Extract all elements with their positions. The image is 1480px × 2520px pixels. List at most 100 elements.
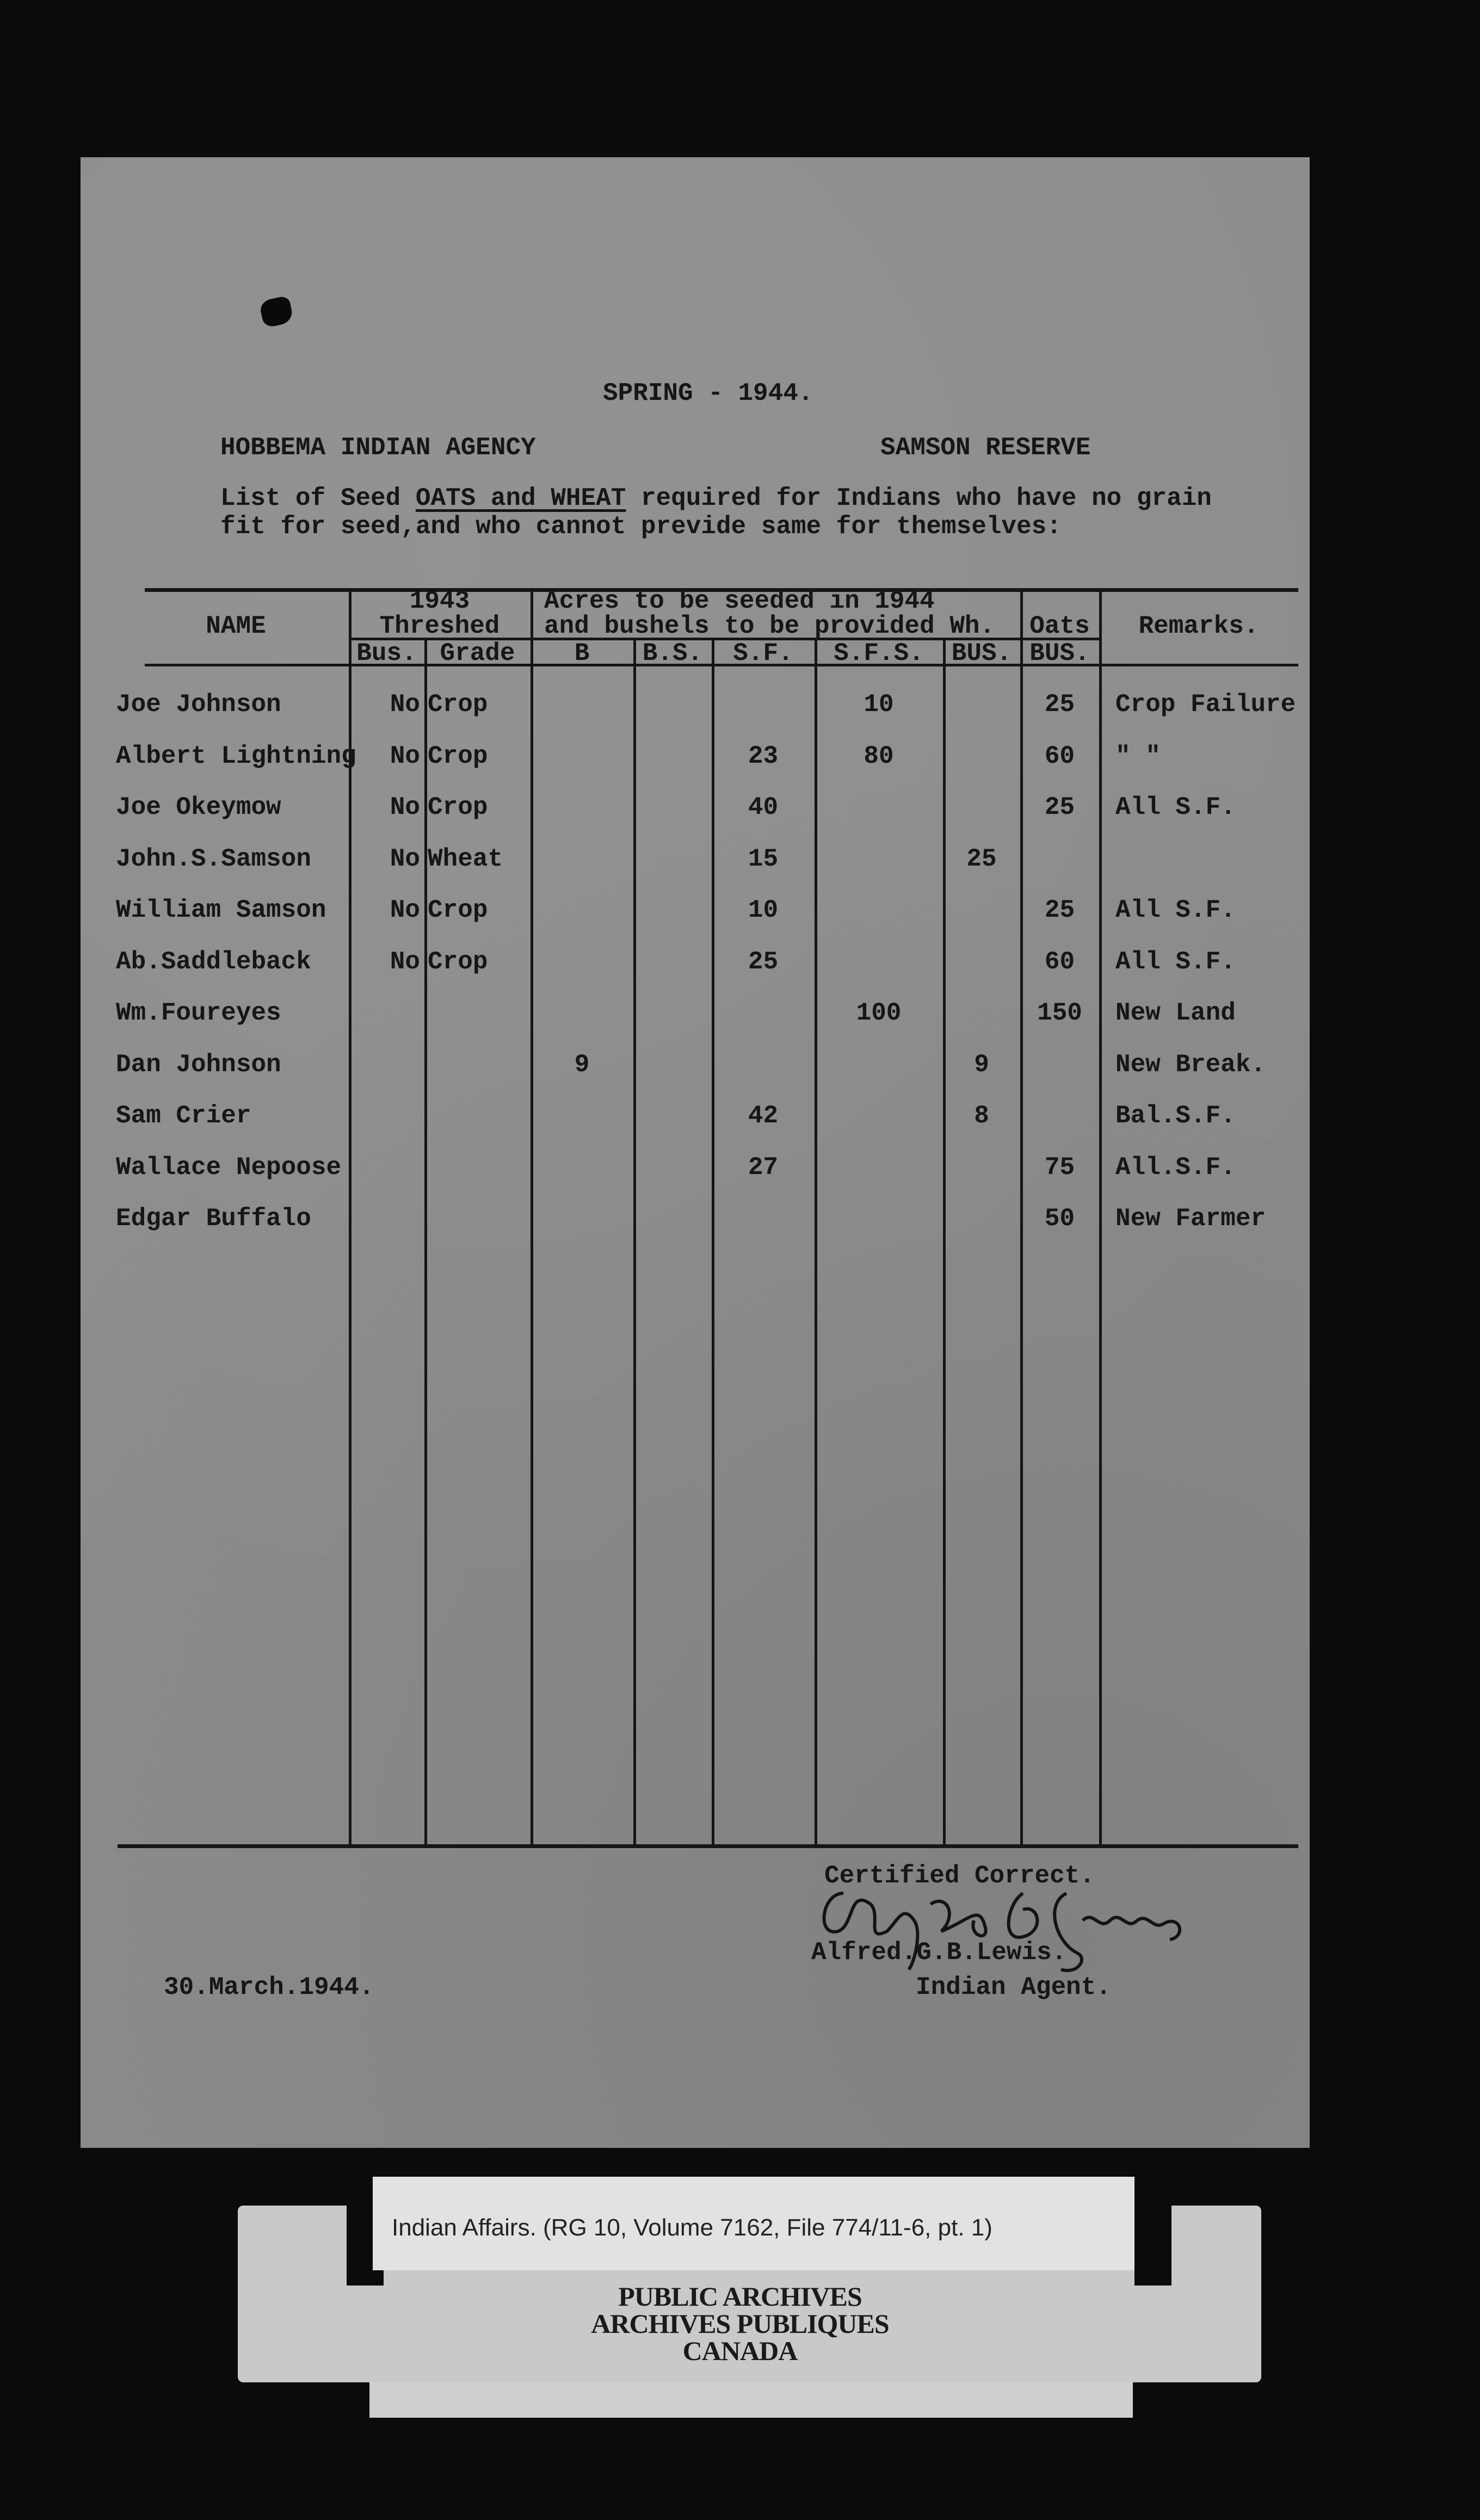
archive-name-fr: ARCHIVES PUBLIQUES (591, 2308, 889, 2339)
row-sfs: 10 (864, 690, 894, 719)
header-sub-6: BUS. (951, 639, 1012, 668)
header-threshed: Threshed (379, 612, 500, 640)
row-sfs: 80 (864, 742, 894, 770)
header-threshed-year: 1943 (409, 587, 470, 615)
row-threshed-grade: Crop (428, 793, 488, 822)
header-sub-4: S.F. (733, 639, 793, 668)
row-threshed-grade: Crop (428, 896, 488, 924)
signer-name: Alfred.G.B.Lewis. (811, 1938, 1067, 1967)
row-name: Joe Johnson (116, 690, 281, 719)
row-name: Wm.Foureyes (116, 999, 281, 1027)
row-threshed-bus: No (390, 742, 420, 770)
intro-text: List of Seed (220, 484, 416, 512)
row-remarks: New Break. (1115, 1050, 1266, 1079)
table-top-rule (145, 588, 1298, 592)
row-name: Edgar Buffalo (116, 1205, 311, 1233)
column-divider (531, 588, 533, 1848)
row-wh: 25 (966, 844, 997, 873)
row-name: Ab.Saddleback (116, 947, 311, 976)
intro-underlined: OATS and WHEAT (415, 484, 626, 512)
row-name: Sam Crier (116, 1102, 251, 1130)
row-oats: 60 (1044, 742, 1075, 770)
row-name: Dan Johnson (116, 1050, 281, 1079)
agency-name: HOBBEMA INDIAN AGENCY (220, 434, 536, 462)
archive-name-en: PUBLIC ARCHIVES (618, 2281, 862, 2312)
row-threshed-grade: Crop (428, 690, 488, 719)
reserve-name: SAMSON RESERVE (880, 434, 1091, 462)
header-sub-3: B.S. (642, 639, 703, 668)
column-divider (633, 638, 636, 1848)
reference-label (373, 2177, 1134, 2270)
row-oats: 25 (1044, 690, 1075, 719)
column-divider (943, 638, 946, 1848)
column-divider (349, 588, 351, 1848)
header-sub-rule (349, 638, 1099, 640)
header-oats: Oats (1029, 612, 1090, 640)
row-name: Joe Okeymow (116, 793, 281, 822)
archive-country: CANADA (682, 2336, 798, 2366)
row-wh: 9 (974, 1050, 989, 1079)
row-sf: 23 (748, 742, 779, 770)
document-date: 30.March.1944. (164, 1973, 374, 2002)
row-oats: 75 (1044, 1153, 1075, 1182)
card-bottom-strip (369, 2382, 1133, 2418)
column-divider (424, 638, 427, 1848)
signature (822, 1892, 1181, 1972)
row-remarks: All S.F. (1115, 793, 1236, 822)
intro-line-1: List of Seed OATS and WHEAT required for… (220, 486, 1212, 511)
column-divider (1099, 588, 1102, 1848)
row-sf: 25 (748, 947, 779, 976)
header-acres-line-2: and bushels to be provided Wh. (544, 612, 995, 640)
row-threshed-grade: Crop (428, 947, 488, 976)
signer-title: Indian Agent. (916, 1973, 1111, 2002)
row-wh: 8 (974, 1102, 989, 1130)
row-remarks: " " (1115, 742, 1161, 770)
row-remarks: All.S.F. (1115, 1153, 1236, 1182)
row-name: Albert Lightning (116, 742, 356, 770)
card-slot (1134, 2177, 1171, 2286)
header-sub-5: S.F.S. (834, 639, 924, 668)
row-remarks: Crop Failure (1115, 690, 1296, 719)
row-sf: 10 (748, 896, 779, 924)
certified-correct: Certified Correct. (824, 1862, 1095, 1890)
row-remarks: New Farmer (1115, 1205, 1266, 1233)
column-divider (712, 638, 714, 1848)
row-oats: 25 (1044, 793, 1075, 822)
row-oats: 60 (1044, 947, 1075, 976)
intro-text: required for Indians who have no grain (626, 484, 1212, 512)
header-acres-line-1: Acres to be seeded in 1944 (544, 587, 935, 615)
table-bottom-rule (118, 1844, 1298, 1848)
row-sf: 42 (748, 1102, 779, 1130)
row-name: John.S.Samson (116, 844, 311, 873)
header-sub-1: Grade (440, 639, 515, 668)
row-oats: 150 (1037, 999, 1082, 1027)
header-sub-7: BUS. (1029, 639, 1090, 668)
intro-line-2: fit for seed,and who cannot previde same… (220, 512, 1062, 541)
row-threshed-bus: No (390, 793, 420, 822)
document-page (81, 157, 1310, 2148)
row-remarks: New Land (1115, 999, 1236, 1027)
row-name: William Samson (116, 896, 326, 924)
document-title: SPRING - 1944. (603, 379, 813, 407)
header-remarks: Remarks. (1138, 612, 1259, 640)
row-remarks: Bal.S.F. (1115, 1102, 1236, 1130)
row-threshed-bus: No (390, 947, 420, 976)
row-sfs: 100 (856, 999, 902, 1027)
row-oats: 50 (1044, 1205, 1075, 1233)
row-threshed-grade: Crop (428, 742, 488, 770)
row-oats: 25 (1044, 896, 1075, 924)
row-b: 9 (574, 1050, 590, 1079)
row-threshed-bus: No (390, 844, 420, 873)
header-name: NAME (206, 612, 266, 640)
row-name: Wallace Nepoose (116, 1153, 342, 1182)
row-threshed-bus: No (390, 690, 420, 719)
row-sf: 15 (748, 844, 779, 873)
archive-reference: Indian Affairs. (RG 10, Volume 7162, Fil… (392, 2214, 992, 2241)
header-bottom-rule (145, 664, 1298, 666)
row-threshed-grade: Wheat (428, 844, 503, 873)
row-sf: 27 (748, 1153, 779, 1182)
row-threshed-bus: No (390, 896, 420, 924)
column-divider (815, 638, 817, 1848)
row-remarks: All S.F. (1115, 896, 1236, 924)
row-remarks: All S.F. (1115, 947, 1236, 976)
